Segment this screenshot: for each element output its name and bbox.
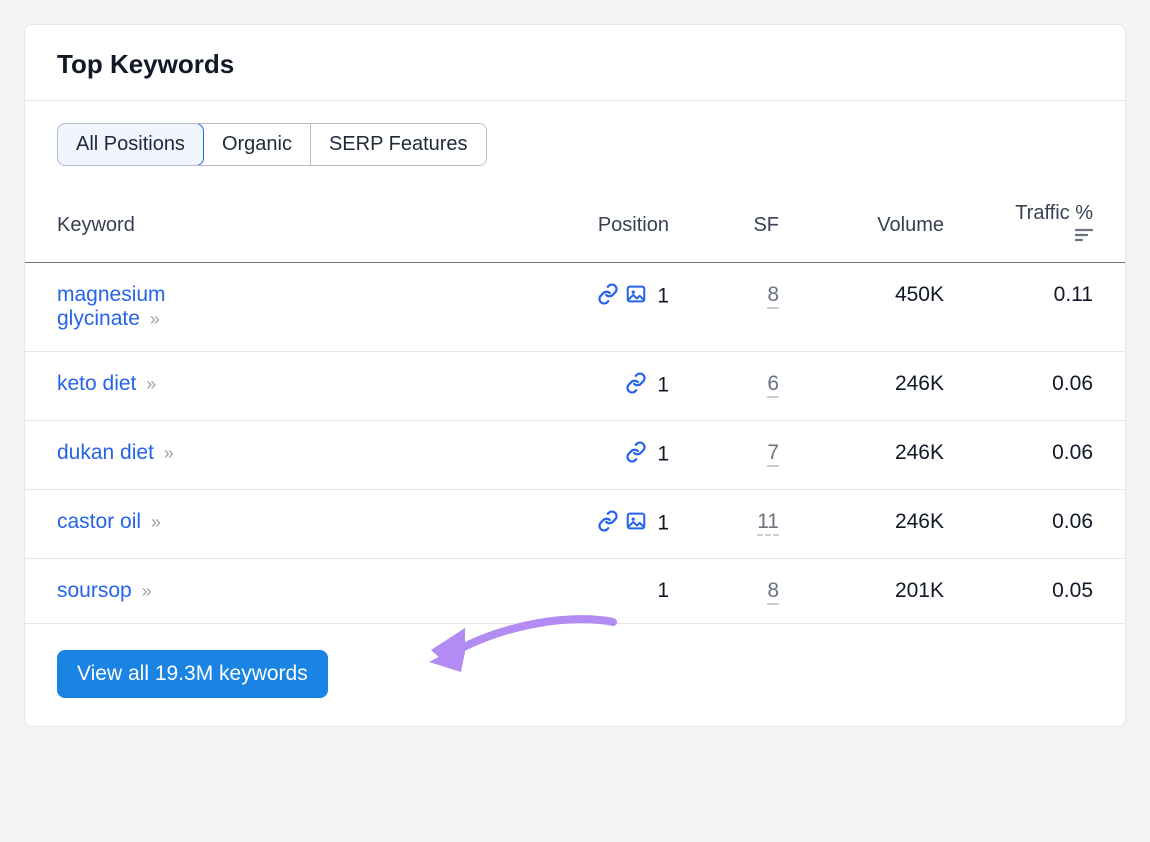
volume-cell: 246K <box>795 352 960 421</box>
sf-value[interactable]: 11 <box>757 510 779 536</box>
position-value: 1 <box>657 579 669 602</box>
position-value: 1 <box>657 285 669 308</box>
traffic-cell: 0.06 <box>960 490 1125 559</box>
sf-cell: 7 <box>685 421 795 490</box>
col-sf[interactable]: SF <box>685 188 795 263</box>
sitelinks-icon[interactable] <box>597 283 619 311</box>
traffic-cell: 0.06 <box>960 352 1125 421</box>
keyword-cell: magnesiumglycinate » <box>25 263 509 352</box>
position-filters: All Positions Organic SERP Features <box>25 101 1125 188</box>
sitelinks-icon[interactable] <box>597 510 619 538</box>
keyword-link[interactable]: castor oil <box>57 510 141 533</box>
position-value: 1 <box>657 512 669 535</box>
sf-cell: 6 <box>685 352 795 421</box>
col-volume[interactable]: Volume <box>795 188 960 263</box>
position-cell: 1 <box>509 559 685 624</box>
position-cell: 1 <box>509 490 685 559</box>
sf-cell: 8 <box>685 559 795 624</box>
position-value: 1 <box>657 374 669 397</box>
keyword-cell: keto diet » <box>25 352 509 421</box>
tab-serp-features[interactable]: SERP Features <box>311 124 486 165</box>
chevron-right-icon: » <box>164 443 172 463</box>
position-cell: 1 <box>509 263 685 352</box>
segmented-control: All Positions Organic SERP Features <box>57 123 487 166</box>
sitelinks-icon[interactable] <box>625 441 647 469</box>
sf-value[interactable]: 7 <box>767 441 779 467</box>
col-keyword[interactable]: Keyword <box>25 188 509 263</box>
card-header: Top Keywords <box>25 25 1125 101</box>
image-pack-icon[interactable] <box>625 510 647 538</box>
tab-organic[interactable]: Organic <box>204 124 311 165</box>
sf-cell: 8 <box>685 263 795 352</box>
keywords-table: Keyword Position SF Volume Traffic % <box>25 188 1125 624</box>
keyword-link[interactable]: magnesiumglycinate » <box>57 283 166 330</box>
traffic-cell: 0.05 <box>960 559 1125 624</box>
table-row: castor oil »111246K0.06 <box>25 490 1125 559</box>
keyword-link[interactable]: soursop <box>57 579 132 602</box>
keyword-cell: castor oil » <box>25 490 509 559</box>
volume-cell: 246K <box>795 490 960 559</box>
volume-cell: 246K <box>795 421 960 490</box>
tab-all-positions[interactable]: All Positions <box>57 123 204 166</box>
card-title: Top Keywords <box>57 49 1093 80</box>
keyword-cell: dukan diet » <box>25 421 509 490</box>
chevron-right-icon: » <box>142 581 150 601</box>
table-row: magnesiumglycinate » 1 8 450K0.11 <box>25 263 1125 352</box>
card-footer: View all 19.3M keywords <box>25 624 1125 726</box>
sf-cell: 11 <box>685 490 795 559</box>
sf-value[interactable]: 6 <box>767 372 779 398</box>
sort-desc-icon <box>1075 225 1093 248</box>
position-cell: 1 <box>509 352 685 421</box>
keyword-cell: soursop » <box>25 559 509 624</box>
chevron-right-icon: » <box>146 374 154 394</box>
volume-cell: 450K <box>795 263 960 352</box>
col-traffic-label: Traffic % <box>1015 202 1093 224</box>
volume-cell: 201K <box>795 559 960 624</box>
col-position[interactable]: Position <box>509 188 685 263</box>
table-row: soursop » 1 8 201K0.05 <box>25 559 1125 624</box>
image-pack-icon[interactable] <box>625 283 647 311</box>
sf-value[interactable]: 8 <box>767 579 779 605</box>
table-row: dukan diet » 1 7 246K0.06 <box>25 421 1125 490</box>
top-keywords-card: Top Keywords All Positions Organic SERP … <box>24 24 1126 727</box>
traffic-cell: 0.06 <box>960 421 1125 490</box>
col-traffic[interactable]: Traffic % <box>960 188 1125 263</box>
sitelinks-icon[interactable] <box>625 372 647 400</box>
view-all-button[interactable]: View all 19.3M keywords <box>57 650 328 698</box>
position-value: 1 <box>657 443 669 466</box>
table-row: keto diet » 1 6 246K0.06 <box>25 352 1125 421</box>
position-cell: 1 <box>509 421 685 490</box>
keyword-link[interactable]: keto diet <box>57 372 136 395</box>
traffic-cell: 0.11 <box>960 263 1125 352</box>
chevron-right-icon: » <box>150 309 158 329</box>
chevron-right-icon: » <box>151 512 159 532</box>
keyword-link[interactable]: dukan diet <box>57 441 154 464</box>
sf-value[interactable]: 8 <box>767 283 779 309</box>
